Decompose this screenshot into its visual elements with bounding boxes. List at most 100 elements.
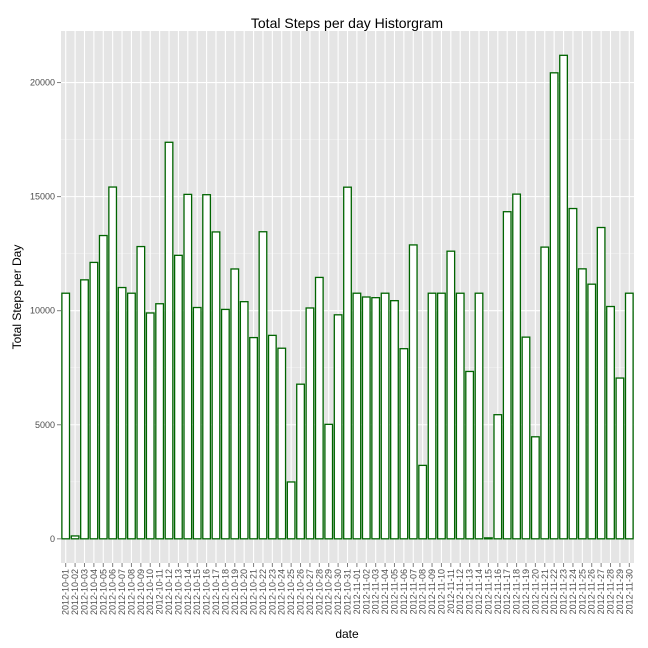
bar-2012-11-10 [436, 292, 446, 540]
x-tick-label: 2012-10-23 [267, 569, 277, 615]
x-tick-label: 2012-10-14 [183, 569, 193, 615]
bar-2012-11-29 [615, 377, 625, 540]
bar-2012-10-31 [343, 186, 352, 540]
x-tick-label: 2012-10-01 [61, 569, 71, 615]
y-axis-title: Total Steps per Day [10, 245, 24, 350]
bar-2012-11-22 [549, 72, 559, 540]
bar-2012-11-15 [483, 537, 493, 540]
x-tick-label: 2012-10-28 [314, 569, 324, 615]
bar-2012-11-13 [465, 370, 475, 540]
bar-2012-11-04 [380, 292, 390, 540]
x-tick-label: 2012-11-05 [389, 569, 399, 614]
bar-2012-10-15 [192, 306, 202, 540]
bar-2012-11-18 [512, 193, 522, 540]
bar-2012-11-11 [446, 250, 456, 540]
bar-2012-11-12 [455, 292, 465, 540]
x-tick-label: 2012-11-24 [568, 569, 578, 614]
bar-2012-10-21 [249, 336, 259, 540]
x-tick-label: 2012-11-08 [418, 569, 428, 614]
bar-2012-11-17 [502, 211, 512, 540]
x-tick-label: 2012-11-07 [408, 569, 418, 614]
x-tick-label: 2012-11-23 [559, 569, 569, 614]
x-tick-label: 2012-10-10 [145, 569, 155, 615]
bar-2012-10-18 [220, 308, 230, 540]
bar-2012-10-30 [333, 314, 343, 540]
x-tick-label: 2012-10-20 [239, 569, 249, 615]
x-tick-label: 2012-10-24 [277, 569, 287, 615]
bar-2012-11-21 [540, 246, 550, 540]
x-tick-label: 2012-10-27 [305, 569, 315, 615]
x-tick-label: 2012-11-02 [361, 569, 371, 614]
bar-2012-10-12 [164, 141, 174, 540]
bar-2012-10-29 [324, 423, 334, 540]
bar-2012-11-25 [577, 268, 587, 540]
bar-2012-11-27 [596, 226, 606, 540]
bar-2012-11-06 [399, 348, 409, 540]
x-tick-label: 2012-10-21 [249, 569, 259, 615]
bar-2012-10-06 [108, 186, 118, 540]
x-tick-label: 2012-10-07 [117, 569, 127, 615]
bar-2012-10-24 [277, 347, 287, 540]
x-tick-label: 2012-11-17 [502, 569, 512, 614]
bar-2012-11-19 [521, 336, 531, 540]
x-tick-label: 2012-11-06 [399, 569, 409, 614]
bar-2012-10-14 [183, 193, 193, 540]
x-tick-label: 2012-11-28 [606, 569, 616, 614]
bar-2012-11-08 [418, 464, 428, 540]
x-tick-label: 2012-10-11 [155, 569, 165, 614]
x-tick-label: 2012-11-18 [512, 569, 522, 614]
x-tick-label: 2012-10-06 [108, 569, 118, 615]
x-tick-label: 2012-10-18 [220, 569, 230, 615]
x-tick-label: 2012-10-02 [70, 569, 80, 615]
bar-2012-10-16 [202, 194, 212, 540]
x-tick-label: 2012-10-04 [89, 569, 99, 615]
bar-2012-10-05 [98, 234, 108, 540]
x-tick-label: 2012-10-08 [126, 569, 136, 615]
bar-2012-10-28 [314, 276, 324, 540]
chart-title: Total Steps per day Historgram [251, 15, 443, 31]
bar-2012-11-01 [352, 292, 362, 540]
bar-2012-11-23 [559, 54, 569, 540]
x-tick-label: 2012-10-15 [192, 569, 202, 615]
bar-2012-11-09 [427, 292, 437, 540]
y-tick-label: 20000 [30, 78, 55, 88]
bar-2012-11-02 [361, 296, 371, 540]
x-axis-title: date [335, 627, 359, 641]
x-tick-label: 2012-10-13 [173, 569, 183, 615]
x-tick-label: 2012-10-05 [98, 569, 108, 615]
x-axis-ticks: 2012-10-01 2012-10-02 2012-10-03 2012-10-04… [61, 563, 634, 615]
x-tick-label: 2012-11-22 [549, 569, 559, 614]
x-tick-label: 2012-11-14 [474, 569, 484, 614]
bar-2012-10-13 [173, 254, 183, 540]
bar-2012-11-30 [624, 292, 634, 540]
x-tick-label: 2012-10-12 [164, 569, 174, 615]
bar-2012-10-27 [305, 307, 315, 540]
x-tick-label: 2012-10-17 [211, 569, 221, 615]
x-tick-label: 2012-11-13 [465, 569, 475, 614]
x-tick-label: 2012-10-19 [230, 569, 240, 615]
bars-group [61, 54, 634, 540]
x-tick-label: 2012-11-01 [352, 569, 362, 614]
bar-2012-10-08 [126, 292, 136, 540]
bar-2012-10-10 [145, 312, 155, 540]
x-tick-label: 2012-10-30 [333, 569, 343, 615]
x-tick-label: 2012-10-26 [296, 569, 306, 615]
bar-2012-10-23 [267, 334, 277, 540]
x-tick-label: 2012-11-27 [596, 569, 606, 614]
bar-2012-10-03 [80, 279, 89, 540]
bar-2012-11-20 [530, 436, 540, 540]
bar-2012-10-04 [89, 261, 99, 540]
x-tick-label: 2012-11-26 [587, 569, 597, 614]
y-tick-label: 0 [50, 534, 55, 544]
x-tick-label: 2012-11-16 [493, 569, 503, 614]
bar-2012-10-02 [70, 535, 80, 540]
bar-2012-11-14 [474, 292, 484, 540]
y-tick-label: 10000 [30, 306, 55, 316]
x-tick-label: 2012-10-29 [324, 569, 334, 615]
x-tick-label: 2012-11-20 [530, 569, 540, 614]
bar-2012-11-16 [493, 414, 503, 540]
x-tick-label: 2012-11-12 [455, 569, 465, 614]
bar-2012-10-17 [211, 231, 221, 540]
x-tick-label: 2012-11-15 [483, 569, 493, 614]
